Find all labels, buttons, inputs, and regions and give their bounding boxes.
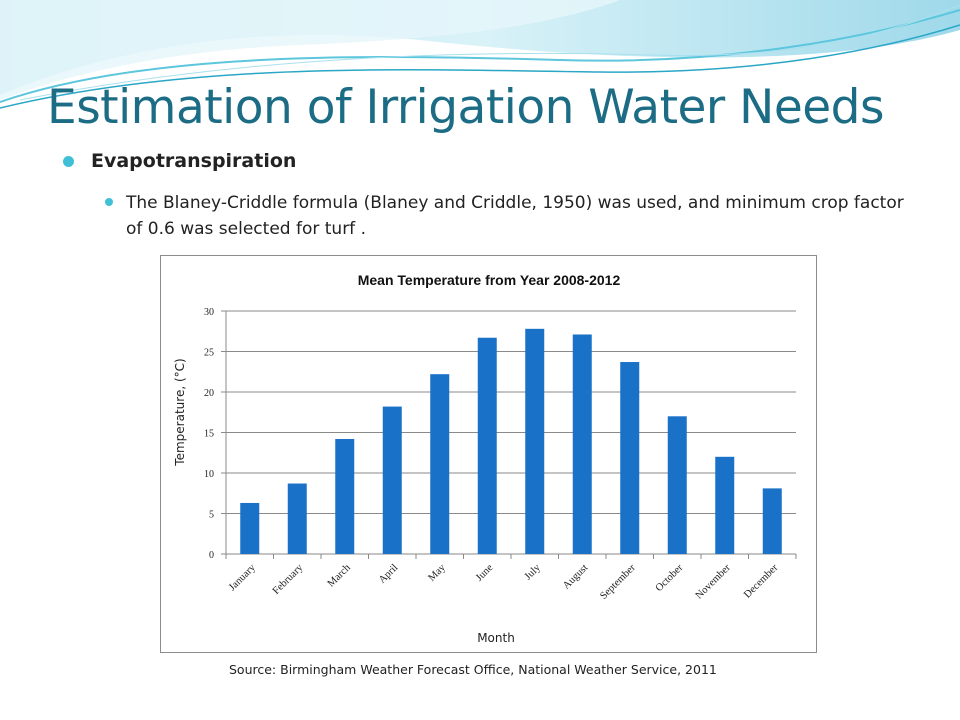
x-tick-label: January: [227, 562, 258, 593]
x-tick-label: May: [426, 562, 448, 584]
x-tick-label: December: [742, 562, 781, 601]
y-tick-label: 30: [204, 307, 214, 318]
x-tick-label: March: [326, 562, 354, 590]
bullet-level1: Evapotranspiration: [63, 150, 296, 172]
y-axis-title: Temperature, (°C): [173, 358, 187, 466]
x-tick-label: September: [598, 562, 638, 602]
temperature-bar-chart: Mean Temperature from Year 2008-2012 0 5 1…: [173, 272, 797, 645]
bullet-dot-icon: [63, 155, 74, 167]
bullet-level2: The Blaney-Criddle formula (Blaney and C…: [105, 190, 905, 242]
y-tick-label: 20: [204, 388, 214, 399]
bar-august: [572, 334, 592, 554]
x-tick-label: June: [474, 562, 496, 584]
bar-march: [335, 438, 355, 554]
x-tick-label: August: [561, 562, 590, 591]
chart-title: Mean Temperature from Year 2008-2012: [358, 272, 621, 288]
bullet-level2-text: The Blaney-Criddle formula (Blaney and C…: [126, 193, 904, 239]
slide-title: Estimation of Irrigation Water Needs: [47, 80, 885, 135]
x-axis-title: Month: [477, 631, 515, 645]
bar-february: [287, 483, 307, 554]
bar-december: [762, 488, 782, 554]
x-tick-label: April: [377, 562, 401, 586]
bar-july: [525, 328, 545, 554]
bullet-level1-text: Evapotranspiration: [91, 150, 297, 172]
y-tick-label: 10: [204, 469, 214, 480]
y-tick-label: 25: [204, 348, 214, 359]
chart-frame: Mean Temperature from Year 2008-2012 0 5 1…: [160, 255, 817, 653]
x-tick-label: November: [694, 562, 733, 601]
bar-october: [667, 416, 687, 554]
decorative-wave-header: [0, 0, 960, 109]
bullet-dot-icon: [105, 198, 113, 206]
source-note: Source: Birmingham Weather Forecast Offi…: [229, 662, 717, 677]
bar-september: [620, 362, 640, 554]
bar-may: [430, 374, 450, 554]
bar-november: [715, 456, 735, 554]
y-tick-label: 0: [209, 550, 214, 561]
x-tick-label: February: [271, 562, 306, 597]
bar-january: [240, 502, 260, 554]
x-tick-label: July: [523, 562, 544, 583]
bar-june: [477, 337, 497, 554]
y-tick-label: 5: [209, 510, 214, 521]
x-tick-label: October: [654, 562, 686, 594]
y-tick-label: 15: [204, 429, 214, 440]
bar-april: [382, 406, 402, 554]
